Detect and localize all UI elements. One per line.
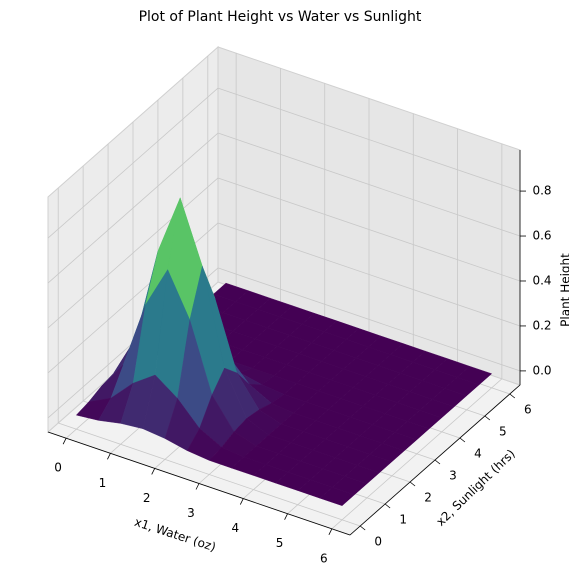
grid-line [47, 87, 219, 239]
z-tick-label: 0.8 [532, 184, 551, 198]
y-tick [484, 415, 491, 421]
x-tick-label: 5 [276, 536, 284, 550]
x-tick-label: 1 [99, 476, 107, 490]
chart-title: Plot of Plant Height vs Water vs Sunligh… [139, 9, 422, 25]
y-tick-label: 6 [524, 403, 532, 417]
x-tick-label: 3 [187, 506, 195, 520]
y-tick-label: 1 [399, 513, 407, 527]
x-tick [195, 483, 200, 490]
x-axis-label: x1, Water (oz) [133, 515, 218, 554]
x-tick [62, 438, 67, 445]
surface-patch [319, 486, 355, 506]
x-axis [47, 431, 351, 536]
grid-line [217, 267, 521, 372]
y-tick [459, 437, 466, 443]
y-tick-label: 5 [499, 425, 507, 439]
x-tick [284, 513, 288, 520]
y-axis [349, 384, 521, 536]
x-tick [239, 498, 244, 505]
x-tick [328, 528, 333, 535]
y-tick-label: 4 [474, 447, 482, 461]
x-tick-label: 4 [231, 521, 239, 535]
grid-line [47, 132, 219, 284]
grid-line [217, 177, 521, 282]
x-tick-label: 0 [54, 461, 62, 475]
y-tick [409, 481, 416, 487]
x-tick-label: 6 [320, 551, 328, 565]
y-tick [509, 393, 516, 399]
y-tick [359, 525, 366, 531]
y-tick [434, 459, 441, 465]
z-tick-label: 0.2 [532, 318, 551, 332]
z-tick-label: 0.6 [532, 229, 551, 243]
grid-line [217, 132, 521, 237]
grid-line [217, 222, 521, 327]
grid-line [217, 87, 521, 192]
x-tick [107, 453, 111, 460]
y-tick-label: 2 [424, 491, 432, 505]
z-tick-label: 0.0 [532, 363, 551, 377]
y-tick [384, 503, 391, 509]
grid-line [58, 422, 361, 527]
z-tick-label: 0.4 [532, 273, 551, 287]
y-tick-label: 0 [374, 535, 382, 549]
x-tick-label: 2 [143, 491, 151, 505]
z-axis-label: Plant Height [559, 253, 569, 327]
x-tick [151, 468, 156, 475]
grid-line [47, 177, 219, 329]
y-tick-label: 3 [449, 469, 457, 483]
